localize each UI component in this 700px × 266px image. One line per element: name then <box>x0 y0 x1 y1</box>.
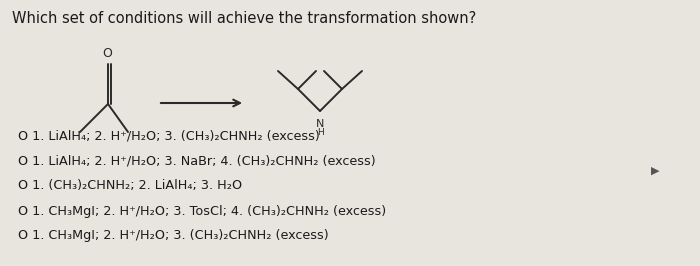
Text: O 1. LiAlH₄; 2. H⁺/H₂O; 3. (CH₃)₂CHNH₂ (excess): O 1. LiAlH₄; 2. H⁺/H₂O; 3. (CH₃)₂CHNH₂ (… <box>18 130 320 143</box>
Text: O: O <box>102 47 112 60</box>
Text: N: N <box>316 119 324 129</box>
Text: Which set of conditions will achieve the transformation shown?: Which set of conditions will achieve the… <box>12 11 476 26</box>
Text: ▶: ▶ <box>651 166 659 176</box>
Text: O 1. (CH₃)₂CHNH₂; 2. LiAlH₄; 3. H₂O: O 1. (CH₃)₂CHNH₂; 2. LiAlH₄; 3. H₂O <box>18 180 242 193</box>
Text: O 1. CH₃MgI; 2. H⁺/H₂O; 3. TosCl; 4. (CH₃)₂CHNH₂ (excess): O 1. CH₃MgI; 2. H⁺/H₂O; 3. TosCl; 4. (CH… <box>18 205 386 218</box>
Text: O 1. CH₃MgI; 2. H⁺/H₂O; 3. (CH₃)₂CHNH₂ (excess): O 1. CH₃MgI; 2. H⁺/H₂O; 3. (CH₃)₂CHNH₂ (… <box>18 230 328 243</box>
Text: H: H <box>316 128 323 137</box>
Text: O 1. LiAlH₄; 2. H⁺/H₂O; 3. NaBr; 4. (CH₃)₂CHNH₂ (excess): O 1. LiAlH₄; 2. H⁺/H₂O; 3. NaBr; 4. (CH₃… <box>18 155 376 168</box>
